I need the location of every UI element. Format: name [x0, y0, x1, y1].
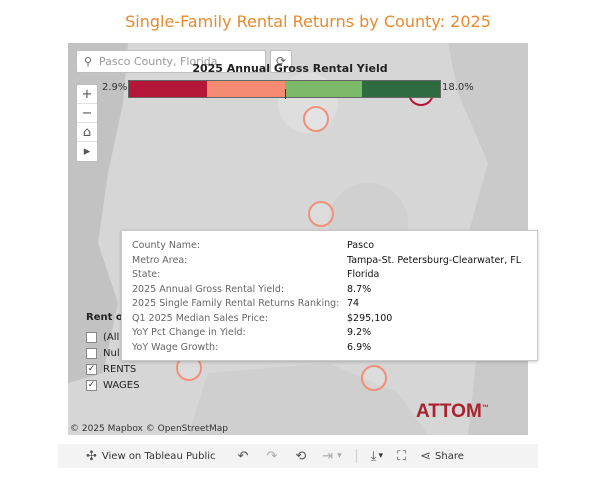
- filter-option-label: Nul: [103, 347, 120, 359]
- tooltip-value: $295,100: [347, 312, 393, 324]
- logo-text: ATTOM: [416, 401, 482, 422]
- zoom-out-button[interactable]: −: [77, 104, 97, 123]
- share-icon: ⋖: [420, 448, 432, 464]
- tooltip-label: Q1 2025 Median Sales Price:: [132, 312, 268, 324]
- page-title: Single-Family Rental Returns by County: …: [125, 12, 491, 31]
- filter-option[interactable]: (All: [86, 329, 139, 345]
- view-on-tableau-button[interactable]: ✣ View on Tableau Public: [86, 449, 216, 464]
- tooltip-label: YoY Pct Change in Yield:: [132, 327, 246, 338]
- tooltip-row: Metro Area: Tampa-St. Petersburg-Clearwat…: [132, 254, 527, 269]
- zoom-in-button[interactable]: +: [77, 85, 97, 104]
- pause-icon: ⇥: [322, 448, 334, 464]
- reset-map-button[interactable]: ⟳: [270, 50, 292, 73]
- filter-option-label: (All: [103, 331, 120, 343]
- tooltip-value: 8.7%: [347, 283, 372, 295]
- filter-option-label: RENTS: [103, 363, 137, 375]
- tooltip-row: State: Florida: [132, 268, 527, 283]
- tooltip-row: 2025 Single Family Rental Returns Rankin…: [132, 297, 527, 312]
- tooltip-label: 2025 Annual Gross Rental Yield:: [132, 283, 285, 295]
- view-label: View on Tableau Public: [101, 450, 216, 462]
- tooltip-row: County Name: Pasco: [132, 239, 527, 254]
- tooltip-value: Florida: [347, 269, 380, 280]
- legend-swatch: [284, 81, 363, 97]
- redo-icon: ↷: [266, 448, 278, 464]
- attom-logo: ATTOM™: [416, 401, 489, 423]
- pause-dropdown-icon: ▾: [337, 451, 342, 461]
- county-marker[interactable]: [303, 106, 329, 132]
- undo-icon[interactable]: ↶: [237, 448, 249, 464]
- map-attribution[interactable]: © 2025 Mapbox © OpenStreetMap: [70, 424, 228, 434]
- search-input[interactable]: ⚲ Pasco County, Florida: [76, 50, 266, 73]
- tooltip-label: 2025 Single Family Rental Returns Rankin…: [132, 298, 340, 309]
- county-marker[interactable]: [361, 365, 387, 391]
- tableau-logo-icon: ✣: [86, 448, 97, 464]
- legend-max-label: 18.0%: [442, 82, 474, 93]
- legend-marker: [285, 89, 286, 99]
- tooltip-label: State:: [132, 269, 161, 280]
- download-icon[interactable]: ⤓: [370, 448, 377, 464]
- county-marker[interactable]: [308, 201, 334, 227]
- refresh-icon: ⟳: [275, 54, 287, 68]
- tooltip-label: County Name:: [132, 240, 201, 251]
- toolbar-divider: [355, 449, 357, 463]
- rent-wage-filter: Rent or (All Nul ✓ RENTS ✓ WAGES: [86, 312, 139, 393]
- legend-min-label: 2.9%: [102, 82, 128, 93]
- tooltip-value: 9.2%: [347, 327, 372, 338]
- expand-arrow-icon[interactable]: ▸: [83, 144, 91, 159]
- tooltip-value: Pasco: [347, 240, 375, 251]
- tooltip-row: YoY Wage Growth: 6.9%: [132, 341, 527, 356]
- tooltip-label: Metro Area:: [132, 254, 188, 266]
- search-icon: ⚲: [83, 55, 93, 68]
- legend-title: 2025 Annual Gross Rental Yield: [192, 62, 388, 75]
- legend-color-bar: [128, 80, 441, 99]
- share-label: Share: [435, 450, 464, 462]
- checkbox-checked[interactable]: ✓: [86, 363, 97, 375]
- tooltip-value: 6.9%: [347, 341, 372, 353]
- checkbox-checked[interactable]: ✓: [86, 379, 97, 391]
- filter-option[interactable]: ✓ WAGES: [86, 377, 139, 393]
- filter-title: Rent or: [86, 312, 128, 323]
- share-button[interactable]: ⋖ Share: [420, 449, 464, 464]
- tooltip-value: Tampa-St. Petersburg-Clearwater, FL: [347, 254, 521, 266]
- map-controls: + − ⌂ ▸: [76, 84, 98, 162]
- county-tooltip: County Name: Pasco Metro Area: Tampa-St. P…: [121, 230, 538, 361]
- tooltip-row: YoY Pct Change in Yield: 9.2%: [132, 326, 527, 341]
- legend-swatch: [362, 81, 440, 97]
- revert-icon[interactable]: ⟲: [295, 448, 307, 464]
- download-dropdown-icon[interactable]: ▾: [378, 451, 383, 461]
- legend-swatch: [129, 81, 207, 97]
- tooltip-row: Q1 2025 Median Sales Price: $295,100: [132, 312, 527, 327]
- checkbox[interactable]: [86, 331, 97, 343]
- logo-tm: ™: [481, 404, 489, 412]
- search-placeholder: Pasco County, Florida: [99, 55, 218, 68]
- legend-swatch: [206, 81, 285, 97]
- tableau-toolbar: ✣ View on Tableau Public ↶ ↷ ⟲ ⇥ ▾ ⤓ ▾ ⛶…: [58, 444, 538, 468]
- tooltip-label: YoY Wage Growth:: [132, 341, 219, 353]
- fullscreen-icon[interactable]: ⛶: [397, 448, 407, 464]
- checkbox[interactable]: [86, 347, 97, 359]
- filter-option[interactable]: Nul: [86, 345, 139, 361]
- filter-option-label: WAGES: [103, 379, 140, 391]
- filter-option[interactable]: ✓ RENTS: [86, 361, 139, 377]
- home-icon[interactable]: ⌂: [77, 123, 97, 142]
- tooltip-row: 2025 Annual Gross Rental Yield: 8.7%: [132, 283, 527, 298]
- tooltip-value: 74: [347, 298, 360, 309]
